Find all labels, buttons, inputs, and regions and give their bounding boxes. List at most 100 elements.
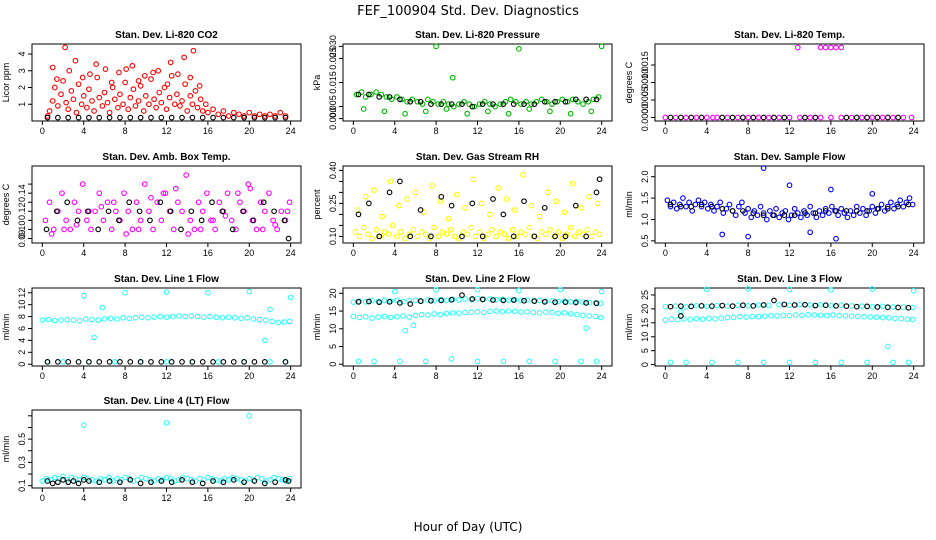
data-point bbox=[65, 114, 72, 121]
data-point bbox=[678, 303, 684, 309]
data-point bbox=[65, 106, 72, 113]
series-4 bbox=[355, 292, 600, 307]
data-point bbox=[267, 111, 273, 118]
data-point bbox=[662, 303, 669, 310]
data-point bbox=[189, 114, 196, 121]
data-point bbox=[905, 304, 912, 311]
data-point bbox=[848, 302, 855, 309]
data-point bbox=[74, 217, 81, 224]
y-tick-label: 0.0000 bbox=[640, 104, 650, 132]
data-point bbox=[476, 229, 483, 235]
data-point bbox=[711, 208, 717, 214]
data-point bbox=[373, 226, 379, 233]
data-point bbox=[562, 299, 569, 306]
data-point bbox=[864, 303, 870, 310]
data-point bbox=[246, 288, 253, 295]
y-tick-label: 8 bbox=[17, 314, 27, 319]
data-point bbox=[88, 226, 94, 233]
panel-title: Stan. Dev. Line 1 Flow bbox=[114, 274, 219, 285]
data-point bbox=[505, 297, 512, 303]
x-tick-label: 8 bbox=[746, 126, 751, 136]
data-point bbox=[122, 79, 128, 86]
data-point bbox=[683, 304, 689, 310]
data-point bbox=[75, 81, 82, 88]
data-point bbox=[667, 359, 674, 366]
panel-title: Stan. Dev. Line 3 Flow bbox=[737, 274, 842, 285]
data-point bbox=[518, 101, 524, 108]
data-point bbox=[126, 315, 133, 322]
data-point bbox=[229, 226, 236, 233]
data-point bbox=[407, 233, 414, 240]
data-point bbox=[796, 114, 803, 121]
data-point bbox=[447, 226, 454, 233]
data-point bbox=[418, 311, 425, 318]
data-point bbox=[511, 207, 518, 213]
data-point bbox=[760, 114, 767, 121]
data-point bbox=[134, 477, 141, 483]
data-point bbox=[480, 309, 487, 316]
x-tick-label: 20 bbox=[244, 371, 254, 381]
data-point bbox=[859, 114, 865, 121]
data-point bbox=[414, 233, 421, 240]
data-point bbox=[117, 358, 123, 365]
data-point bbox=[438, 297, 445, 304]
data-point bbox=[158, 99, 165, 106]
y-tick-label: 0.10 bbox=[17, 221, 27, 239]
data-point bbox=[194, 313, 201, 320]
data-point bbox=[462, 296, 468, 302]
data-point bbox=[79, 181, 86, 187]
data-point bbox=[583, 300, 589, 306]
y-axis-label: kPa bbox=[312, 75, 322, 91]
data-point bbox=[552, 233, 558, 240]
x-tick-label: 24 bbox=[909, 126, 919, 136]
data-point bbox=[108, 226, 115, 233]
chart-panel-5: Stan. Dev. Gas Stream RH percent 0 4 8 12 16 20… bbox=[312, 152, 613, 258]
data-point bbox=[204, 190, 210, 197]
data-point bbox=[417, 207, 424, 213]
data-point bbox=[672, 114, 679, 121]
data-point bbox=[586, 313, 593, 319]
y-tick-label: 10 bbox=[17, 300, 27, 310]
data-point bbox=[526, 224, 533, 231]
x-tick-label: 4 bbox=[81, 248, 86, 258]
data-point bbox=[210, 478, 216, 484]
data-point bbox=[39, 478, 46, 484]
data-point bbox=[712, 316, 718, 322]
data-point bbox=[541, 298, 548, 305]
data-point bbox=[55, 358, 61, 365]
x-tick-label: 24 bbox=[597, 248, 607, 258]
data-point bbox=[75, 208, 82, 215]
data-point bbox=[898, 315, 905, 322]
data-point bbox=[833, 208, 839, 214]
data-point bbox=[58, 317, 64, 324]
x-tick-label: 12 bbox=[784, 248, 794, 258]
data-point bbox=[170, 226, 177, 233]
data-point bbox=[833, 302, 839, 309]
data-point bbox=[786, 114, 793, 121]
data-point bbox=[776, 214, 783, 221]
data-point bbox=[171, 101, 178, 108]
data-point bbox=[740, 114, 746, 121]
data-point bbox=[167, 59, 174, 66]
data-point bbox=[786, 359, 793, 366]
y-tick-label: 0.0015 bbox=[640, 51, 650, 79]
x-tick-label: 24 bbox=[286, 126, 296, 136]
data-point bbox=[664, 197, 671, 204]
data-point bbox=[159, 477, 166, 483]
data-point bbox=[573, 311, 580, 318]
chart-panel-9: Stan. Dev. Line 3 Flow ml/min 0 4 8 12 16 20 24 0… bbox=[624, 274, 925, 381]
data-point bbox=[518, 297, 524, 304]
data-point bbox=[355, 211, 362, 218]
data-point bbox=[89, 98, 95, 104]
data-point bbox=[571, 233, 578, 240]
data-point bbox=[479, 296, 486, 303]
data-point bbox=[101, 477, 108, 483]
data-point bbox=[693, 114, 700, 121]
x-tick-label: 4 bbox=[704, 126, 709, 136]
data-point bbox=[717, 199, 724, 206]
data-point bbox=[500, 297, 507, 304]
data-point bbox=[91, 108, 97, 114]
data-point bbox=[184, 108, 191, 114]
x-tick-label: 20 bbox=[867, 371, 877, 381]
data-point bbox=[526, 106, 533, 112]
